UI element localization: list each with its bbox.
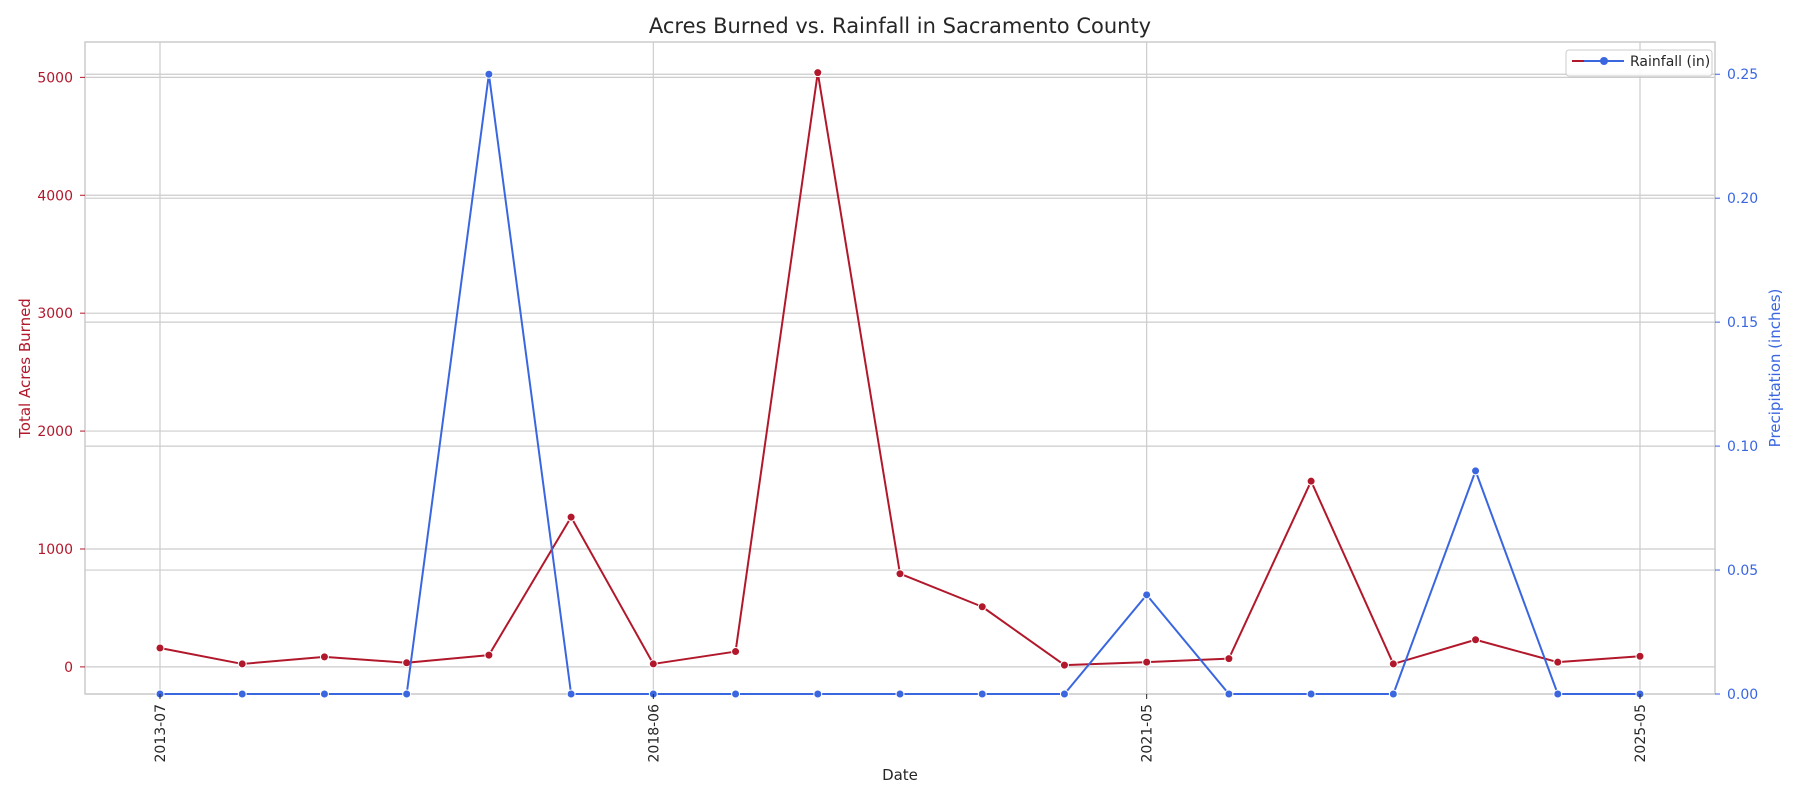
data-point-acres-burned: [977, 602, 987, 612]
legend-marker-rainfall: [1600, 57, 1608, 65]
x-tick-label: 2013-07: [153, 704, 169, 763]
data-point-acres-burned: [813, 68, 823, 78]
data-point-rainfall: [813, 689, 823, 699]
data-point-rainfall: [402, 689, 412, 699]
chart-title: Acres Burned vs. Rainfall in Sacramento …: [649, 14, 1151, 38]
data-point-acres-burned: [1388, 659, 1398, 669]
data-point-acres-burned: [155, 643, 165, 653]
y-tick-label-right: 0.25: [1727, 67, 1758, 83]
plot-area: [84, 41, 1716, 695]
y-tick-label-right: 0.10: [1727, 439, 1758, 455]
x-tick-label: 2018-06: [646, 704, 662, 763]
data-point-rainfall: [1059, 689, 1069, 699]
series-rainfall: [155, 69, 1645, 699]
y-tick-label-left: 3000: [37, 306, 73, 322]
y-tick-label-left: 4000: [37, 188, 73, 204]
y-tick-label-left: 2000: [37, 424, 73, 440]
data-point-rainfall: [1471, 466, 1481, 476]
data-point-acres-burned: [1142, 657, 1152, 667]
data-point-rainfall: [1553, 689, 1563, 699]
legend-box: [1565, 49, 1713, 77]
y-tick-label-left: 5000: [37, 70, 73, 86]
y-tick-label-right: 0.05: [1727, 563, 1758, 579]
data-point-acres-burned: [1224, 654, 1234, 664]
data-point-acres-burned: [237, 659, 247, 669]
series-acres-burned: [155, 68, 1645, 670]
x-tick-label: 2021-05: [1140, 704, 1156, 763]
data-point-rainfall: [319, 689, 329, 699]
data-point-rainfall: [1388, 689, 1398, 699]
legend-label-rainfall: Rainfall (in): [1630, 54, 1710, 70]
data-point-acres-burned: [319, 652, 329, 662]
data-point-rainfall: [237, 689, 247, 699]
data-point-rainfall: [895, 689, 905, 699]
y-axis-label-right: Precipitation (inches): [1766, 289, 1784, 448]
data-point-rainfall: [566, 689, 576, 699]
data-point-acres-burned: [1553, 657, 1563, 667]
y-tick-label-left: 1000: [37, 542, 73, 558]
data-point-rainfall: [1306, 689, 1316, 699]
data-point-acres-burned: [484, 650, 494, 660]
y-axis-label-left: Total Acres Burned: [16, 298, 34, 439]
data-point-acres-burned: [1306, 476, 1316, 486]
data-point-rainfall: [1142, 590, 1152, 600]
x-axis-label: Date: [882, 766, 918, 784]
data-point-acres-burned: [1635, 651, 1645, 661]
data-point-acres-burned: [1471, 635, 1481, 645]
data-point-acres-burned: [895, 569, 905, 579]
data-point-acres-burned: [1059, 660, 1069, 670]
data-point-rainfall: [731, 689, 741, 699]
data-point-acres-burned: [648, 659, 658, 669]
data-point-acres-burned: [731, 647, 741, 657]
data-point-rainfall: [1224, 689, 1234, 699]
series-layer: [155, 68, 1645, 699]
legend: Rainfall (in): [1565, 49, 1713, 77]
y-tick-label-left: 0: [64, 660, 73, 676]
x-tick-label: 2025-05: [1633, 704, 1649, 763]
y-tick-label-right: 0.20: [1727, 191, 1758, 207]
y-tick-label-right: 0.00: [1727, 687, 1758, 703]
axes: 0 1000 2000 3000 4000 5000 0.00 0.05 0.10 0.15 0.2…: [37, 67, 1758, 762]
grid: [85, 42, 1715, 695]
y-tick-label-right: 0.15: [1727, 315, 1758, 331]
data-point-rainfall: [977, 689, 987, 699]
data-point-acres-burned: [566, 512, 576, 522]
data-point-rainfall: [484, 69, 494, 79]
